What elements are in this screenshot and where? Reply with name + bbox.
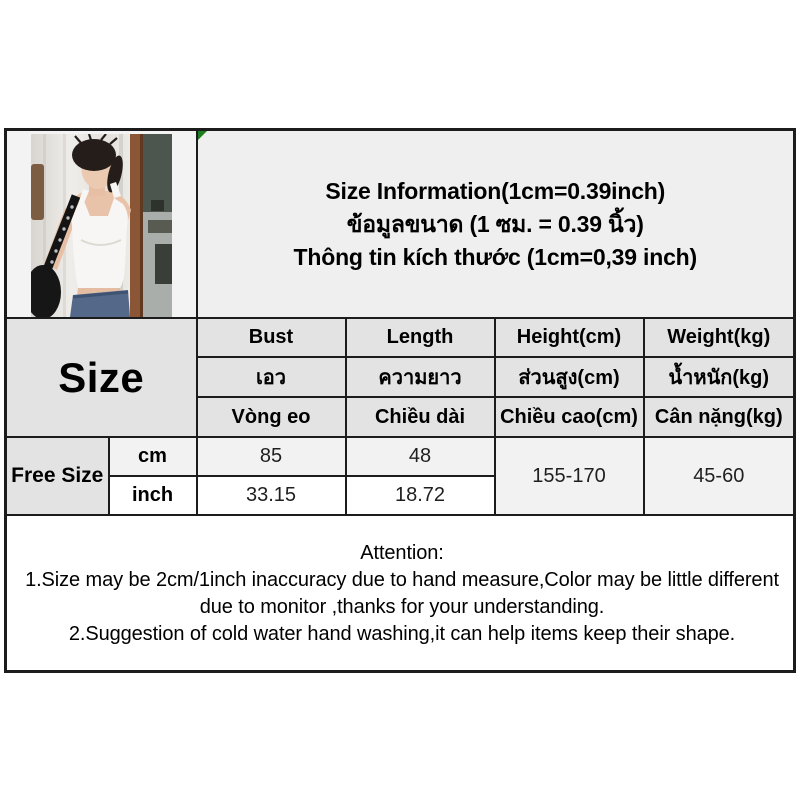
title-thai: ข้อมูลขนาด (1 ซม. = 0.39 นิ้ว) (346, 210, 644, 237)
col-header-height-vi: Chiều cao(cm) (493, 396, 645, 438)
attention-heading: Attention: (360, 542, 444, 565)
title-vietnamese: Thông tin kích thước (1cm=0,39 inch) (293, 243, 698, 270)
weight-range-value: 45-60 (642, 436, 796, 516)
length-inch-value: 18.72 (344, 475, 496, 516)
col-header-bust-vi: Vòng eo (195, 396, 347, 438)
model-photo-cell (4, 128, 198, 319)
model-photo (30, 134, 172, 317)
col-header-length-vi: Chiều dài (344, 396, 496, 438)
col-header-height-en: Height(cm) (493, 317, 645, 358)
col-header-length-th: ความยาว (344, 356, 496, 398)
attention-section: Attention: 1.Size may be 2cm/1inch inacc… (4, 514, 796, 672)
attention-note-2: 2.Suggestion of cold water hand washing,… (68, 623, 736, 646)
col-header-weight-en: Weight(kg) (642, 317, 796, 358)
attention-note-1: 1.Size may be 2cm/1inch inaccuracy due t… (25, 569, 779, 619)
col-header-bust-th: เอว (195, 356, 347, 398)
length-cm-value: 48 (344, 436, 496, 477)
green-corner-marker (198, 131, 207, 140)
col-header-weight-th: น้ำหนัก(kg) (642, 356, 796, 398)
col-header-length-en: Length (344, 317, 496, 358)
col-header-weight-vi: Cân nặng(kg) (642, 396, 796, 438)
title-block: Size Information(1cm=0.39inch) ข้อมูลขนา… (199, 175, 793, 274)
size-chart-table: Size Information(1cm=0.39inch) ข้อมูลขนา… (4, 128, 797, 673)
bust-cm-value: 85 (195, 436, 347, 477)
col-header-bust-en: Bust (195, 317, 347, 358)
unit-label-inch: inch (107, 475, 198, 516)
size-row-label: Free Size (4, 436, 110, 516)
bust-inch-value: 33.15 (195, 475, 347, 516)
size-corner-label: Size (4, 317, 198, 438)
col-header-height-th: ส่วนสูง(cm) (493, 356, 645, 398)
unit-label-cm: cm (107, 436, 198, 477)
title-english: Size Information(1cm=0.39inch) (325, 177, 666, 204)
title-cell: Size Information(1cm=0.39inch) ข้อมูลขนา… (195, 128, 796, 319)
height-range-value: 155-170 (493, 436, 645, 516)
